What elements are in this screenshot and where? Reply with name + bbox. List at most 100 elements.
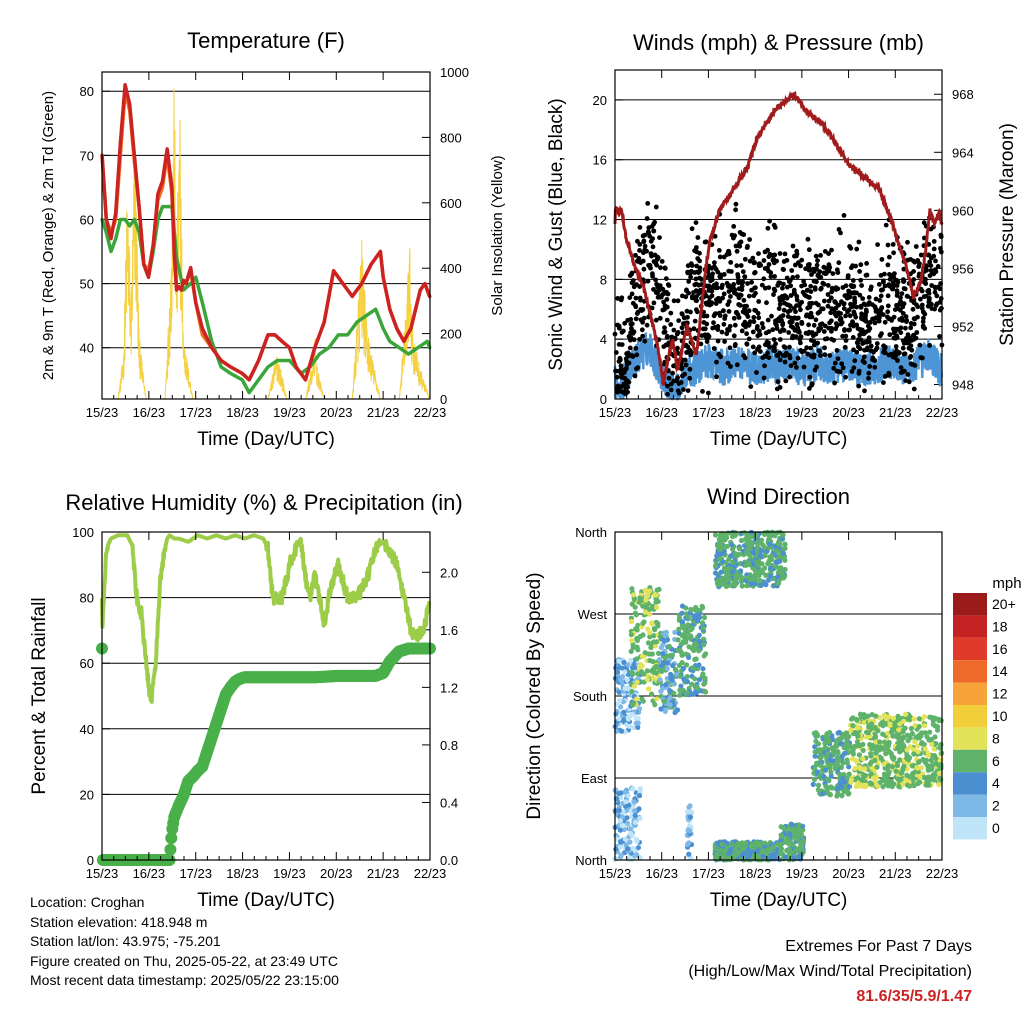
direction-point: [730, 856, 736, 862]
direction-point: [654, 696, 660, 702]
direction-point: [700, 625, 706, 631]
gust-point: [777, 297, 783, 303]
direction-point: [645, 626, 651, 632]
gust-point: [794, 303, 799, 308]
direction-point: [770, 844, 777, 850]
direction-point: [796, 822, 802, 828]
direction-point: [817, 747, 823, 753]
gust-point: [721, 272, 727, 277]
gust-point: [721, 254, 727, 260]
gust-point: [842, 344, 848, 350]
direction-point: [622, 836, 628, 842]
direction-point: [891, 755, 897, 761]
gust-point: [639, 327, 645, 333]
direction-point: [637, 815, 643, 822]
gust-point: [900, 311, 906, 316]
gust-point: [644, 322, 650, 328]
direction-point: [765, 561, 771, 567]
gust-point: [780, 313, 786, 318]
y-tick-label: 4: [600, 332, 607, 347]
direction-point: [688, 606, 694, 613]
direction-point: [838, 741, 844, 747]
gust-point: [931, 246, 937, 252]
gust-point: [761, 375, 767, 381]
direction-point: [693, 656, 699, 662]
direction-point: [699, 620, 706, 626]
winds-left-axis-label: Sonic Wind & Gust (Blue, Black): [546, 98, 567, 370]
direction-point: [724, 535, 730, 541]
direction-point: [655, 621, 661, 627]
gust-point: [813, 253, 819, 259]
gust-point: [762, 354, 767, 359]
direction-point: [879, 778, 886, 784]
direction-point: [618, 704, 624, 710]
relative-humidity-series: [100, 533, 432, 704]
gust-point: [614, 374, 620, 380]
gust-point: [751, 319, 757, 325]
gust-point: [646, 225, 652, 231]
direction-point: [919, 765, 925, 771]
gust-point: [845, 309, 850, 315]
direction-point: [629, 711, 636, 717]
direction-point: [837, 780, 843, 786]
gust-point: [859, 311, 864, 317]
direction-point: [900, 729, 906, 735]
gust-point: [651, 228, 656, 234]
direction-point: [672, 709, 678, 716]
gust-point: [683, 294, 689, 300]
speed-legend-title: mph: [992, 575, 1021, 592]
gust-point: [900, 338, 906, 343]
gust-point: [625, 360, 631, 366]
direction-point: [754, 559, 760, 565]
direction-point: [894, 734, 900, 740]
direction-point: [856, 752, 863, 758]
direction-point: [652, 702, 658, 708]
gust-point: [765, 350, 770, 356]
gust-point: [810, 267, 816, 273]
gust-point: [625, 389, 630, 395]
direction-point: [747, 849, 753, 855]
direction-point: [651, 626, 658, 632]
x-tick-label: 22/23: [926, 405, 959, 420]
gust-point: [646, 230, 651, 236]
direction-point: [634, 636, 640, 642]
gust-point: [711, 346, 717, 351]
gust-point: [890, 242, 896, 247]
direction-point: [839, 793, 845, 799]
gust-point: [850, 319, 855, 325]
gust-point: [868, 343, 874, 349]
gust-point: [640, 233, 646, 239]
gust-point: [746, 321, 752, 327]
gust-point: [879, 331, 884, 336]
gust-point: [664, 317, 670, 323]
gust-point: [849, 265, 854, 271]
gust-point: [918, 296, 923, 302]
direction-point: [702, 688, 708, 694]
direction-point: [777, 541, 783, 547]
direction-point: [623, 799, 629, 805]
direction-point: [658, 663, 664, 669]
direction-point: [723, 583, 730, 590]
gust-point: [915, 304, 921, 310]
gust-point: [773, 341, 778, 347]
direction-point: [656, 657, 663, 663]
direction-point: [635, 622, 641, 629]
gust-point: [751, 315, 757, 320]
gust-point: [731, 333, 737, 339]
gust-point: [616, 342, 622, 347]
direction-point: [744, 583, 750, 589]
direction-point: [620, 822, 626, 829]
direction-point: [683, 662, 690, 668]
gust-point: [893, 335, 898, 341]
gust-point: [806, 247, 812, 253]
direction-point: [916, 723, 922, 730]
direction-point: [616, 665, 622, 671]
gust-point: [657, 235, 662, 241]
gust-point: [627, 345, 633, 351]
gust-point: [767, 218, 772, 224]
y-tick-label: 100: [72, 525, 94, 540]
gust-point: [622, 320, 628, 326]
direction-point: [632, 808, 638, 814]
direction-point: [653, 592, 659, 598]
direction-point: [927, 729, 933, 735]
